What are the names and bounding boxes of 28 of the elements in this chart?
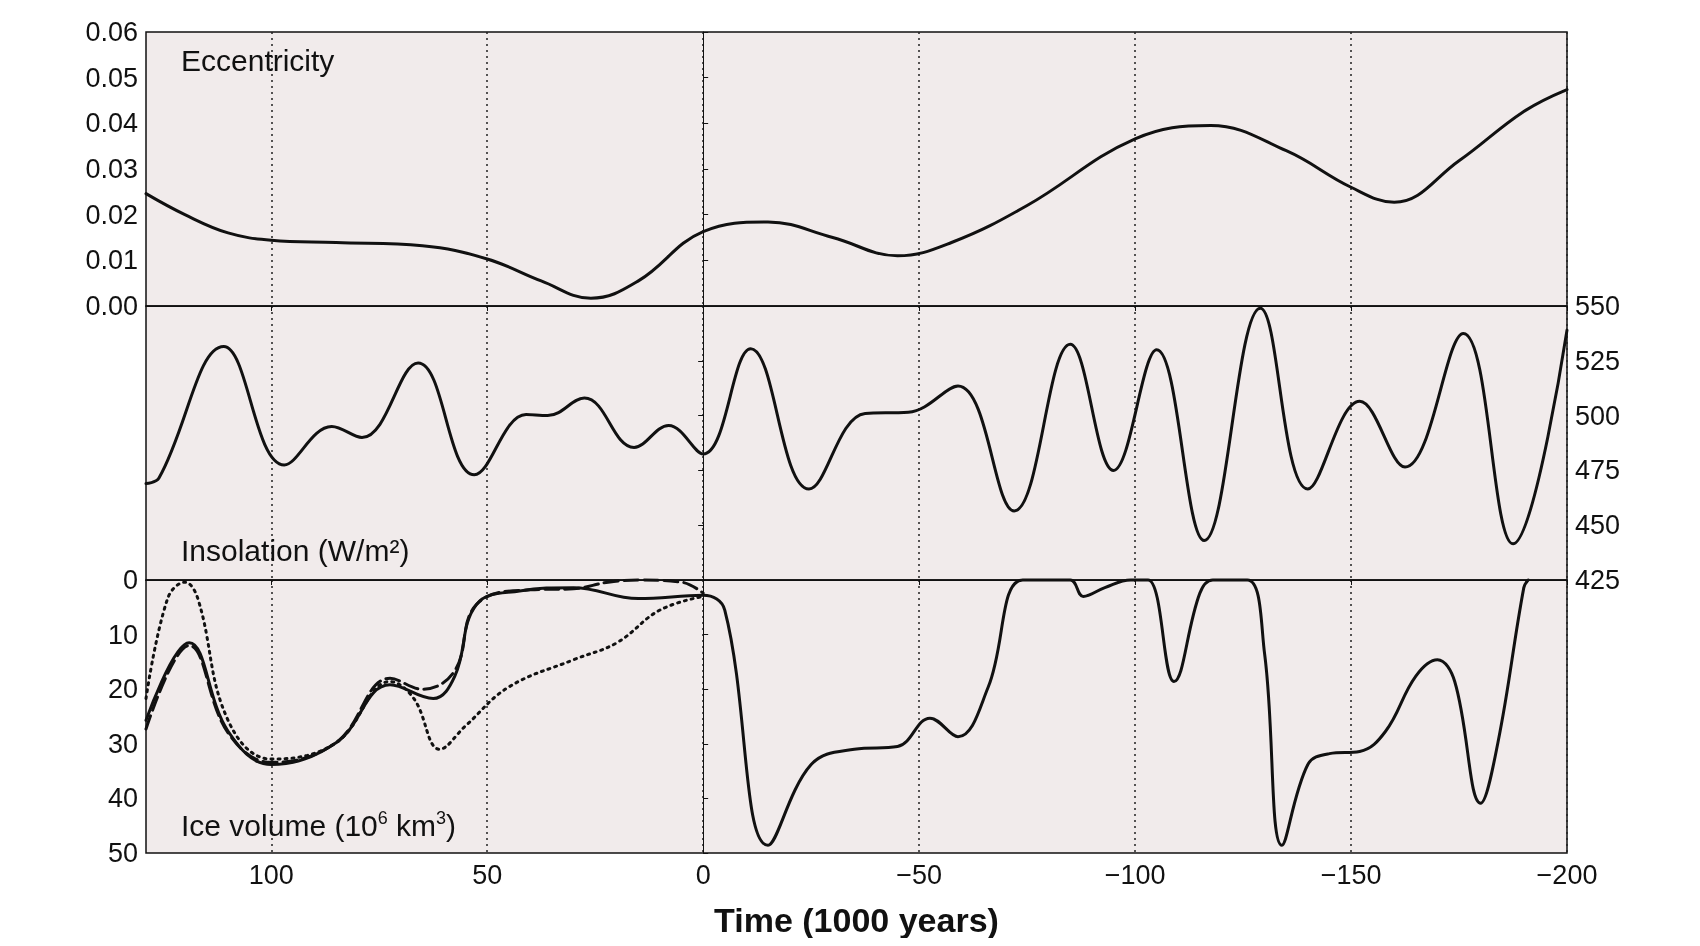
y-tick-label: 0.01: [85, 245, 138, 276]
y-tick-label: 10: [107, 619, 138, 650]
y-tick-label: 0.02: [85, 199, 138, 230]
x-tick-label: 50: [472, 859, 503, 890]
x-tick-label: −200: [1536, 859, 1598, 890]
y-tick-label: 0.05: [85, 62, 138, 93]
y-tick-label: 0.00: [85, 291, 138, 321]
y-tick-label: 50: [107, 838, 138, 868]
text: Insolation (W/m²): [181, 533, 410, 567]
y-tick-label: 30: [107, 728, 138, 759]
y2-tick-label: 500: [1575, 400, 1621, 431]
y2-tick-label: 475: [1575, 455, 1621, 486]
x-tick-label: −100: [1104, 859, 1166, 890]
y-tick-label: 0.04: [85, 108, 138, 139]
x-tick-label: −50: [896, 859, 943, 890]
y-tick-label: 0: [122, 565, 138, 595]
y2-tick-label: 525: [1575, 345, 1621, 376]
chart-title: Eccentricity: [181, 43, 335, 77]
x-tick-label: −150: [1320, 859, 1382, 890]
y2-tick-label: 550: [1575, 291, 1621, 321]
y-tick-label: 0.03: [85, 154, 138, 184]
x-tick-label: 100: [248, 859, 294, 890]
y2-tick-label: 450: [1575, 510, 1621, 541]
y-tick-label: 20: [107, 674, 138, 705]
y-tick-label: 0.06: [85, 17, 138, 47]
x-tick-label: 0: [695, 859, 711, 890]
y-tick-label: 40: [107, 783, 138, 814]
y2-tick-label: 425: [1575, 565, 1621, 595]
